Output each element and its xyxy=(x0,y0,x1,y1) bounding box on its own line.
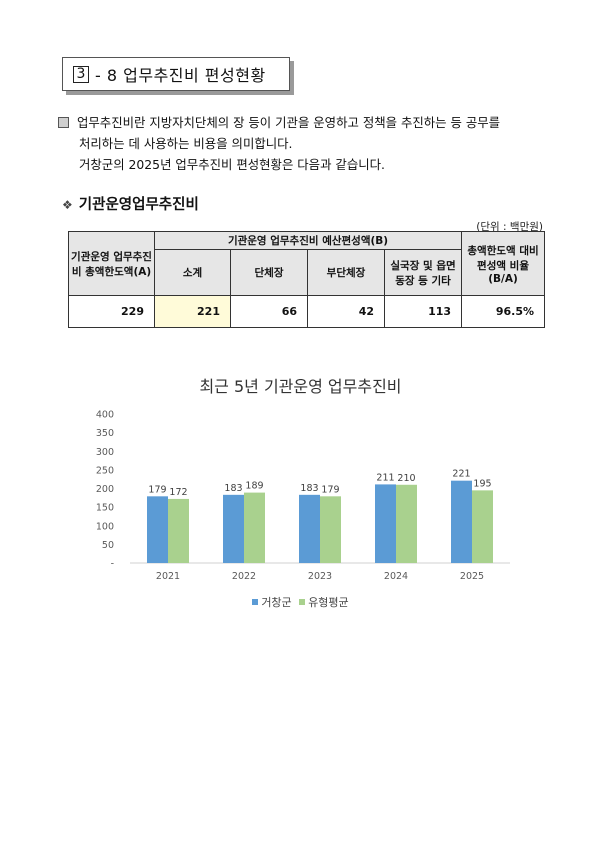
y-tick-label: 50 xyxy=(102,540,114,551)
header-other: 실국장 및 읍면동장 등 기타 xyxy=(383,249,463,296)
legend-label: 거창군 xyxy=(261,596,292,609)
cell-other: 113 xyxy=(383,295,463,328)
bar xyxy=(223,494,244,563)
x-axis: 2021 2022 2023 2024 2025 xyxy=(156,571,484,582)
bar xyxy=(451,480,472,563)
x-tick-label: 2021 xyxy=(156,571,180,582)
y-tick-label: 150 xyxy=(96,503,114,514)
data-label: 183 xyxy=(300,483,318,494)
legend-swatch xyxy=(299,599,306,605)
bar xyxy=(299,494,320,563)
section-number: 3 xyxy=(73,65,89,83)
data-label: 221 xyxy=(452,469,470,480)
section-title: - 8 업무추진비 편성현황 xyxy=(95,66,266,85)
cell-subtotal: 221 xyxy=(154,295,231,328)
bar xyxy=(320,496,341,563)
bar xyxy=(168,498,189,563)
bar xyxy=(472,490,493,563)
y-tick-label: 300 xyxy=(96,447,114,458)
section-title-box: 3 - 8 업무추진비 편성현황 xyxy=(62,57,290,91)
square-bullet-icon xyxy=(58,117,69,128)
data-label: 179 xyxy=(148,484,166,495)
diamond-bullet-icon: ❖ xyxy=(62,198,73,212)
data-label: 210 xyxy=(397,473,415,484)
data-label: 183 xyxy=(224,483,242,494)
data-label: 211 xyxy=(376,472,394,483)
bar xyxy=(375,484,396,563)
y-tick-label: 200 xyxy=(96,484,114,495)
y-axis: - 50 100 150 200 250 300 350 400 xyxy=(96,410,114,570)
x-tick-label: 2024 xyxy=(384,571,408,582)
cell-vice-head: 42 xyxy=(307,295,385,328)
x-tick-label: 2025 xyxy=(460,571,484,582)
y-tick-label: 400 xyxy=(96,410,114,421)
data-label: 172 xyxy=(169,487,187,498)
cell-head: 66 xyxy=(230,295,308,328)
header-ratio: 총액한도액 대비 편성액 비율(B/A) xyxy=(461,231,546,296)
data-label: 179 xyxy=(321,484,339,495)
cell-ratio: 96.5% xyxy=(461,295,546,328)
legend-swatch xyxy=(252,599,259,605)
y-tick-label: 100 xyxy=(96,521,114,532)
header-head: 단체장 xyxy=(230,249,308,296)
x-tick-label: 2023 xyxy=(308,571,332,582)
subheading: ❖ 기관운영업무추진비 xyxy=(62,193,199,214)
subheading-text: 기관운영업무추진비 xyxy=(78,197,199,213)
legend-label: 유형평균 xyxy=(308,596,349,609)
intro-paragraph: 업무추진비란 지방자치단체의 장 등이 기관을 운영하고 정책을 추진하는 등 … xyxy=(58,112,558,175)
x-tick-label: 2022 xyxy=(232,571,256,582)
chart-legend: 거창군 유형평균 xyxy=(0,594,601,610)
chart-title: 최근 5년 기관운영 업무추진비 xyxy=(199,377,402,396)
legend-item: 거창군 xyxy=(252,594,292,610)
intro-line-3: 거창군의 2025년 업무추진비 편성현황은 다음과 같습니다. xyxy=(79,157,385,172)
data-label: 195 xyxy=(473,478,491,489)
y-tick-label: - xyxy=(111,559,114,570)
budget-table: 기관운영 업무추진비 총액한도액(A) 기관운영 업무추진비 예산편성액(B) … xyxy=(68,231,546,328)
table-row: 229 221 66 42 113 96.5% xyxy=(68,295,546,328)
legend-item: 유형평균 xyxy=(299,594,349,610)
data-label: 189 xyxy=(245,481,263,492)
y-tick-label: 350 xyxy=(96,428,114,439)
unit-label: (단위 : 백만원) xyxy=(476,221,543,233)
bar xyxy=(396,484,417,563)
y-tick-label: 250 xyxy=(96,465,114,476)
intro-line-1: 업무추진비란 지방자치단체의 장 등이 기관을 운영하고 정책을 추진하는 등 … xyxy=(77,115,501,130)
header-vice-head: 부단체장 xyxy=(307,249,385,296)
header-subtotal: 소계 xyxy=(154,249,231,296)
header-budget-group: 기관운영 업무추진비 예산편성액(B) xyxy=(153,231,463,250)
intro-line-2: 처리하는 데 사용하는 비용을 의미합니다. xyxy=(79,136,293,151)
bar xyxy=(244,492,265,563)
cell-limit: 229 xyxy=(68,295,155,328)
header-limit: 기관운영 업무추진비 총액한도액(A) xyxy=(68,231,155,296)
bar xyxy=(147,496,168,563)
